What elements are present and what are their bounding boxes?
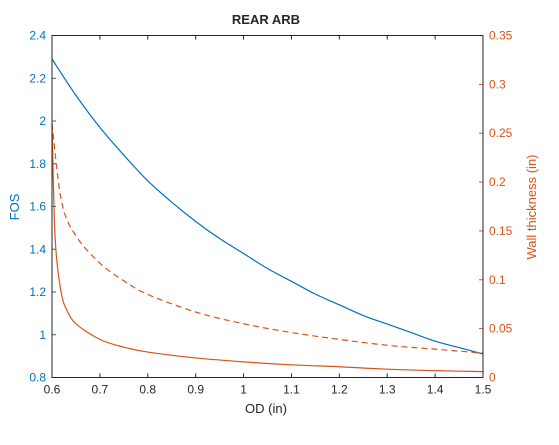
y-left-tick-label: 2: [39, 114, 46, 128]
y-right-tick-label: 0: [489, 371, 496, 385]
y-axis-left-label: FOS: [7, 193, 22, 220]
y-right-tick-label: 0.2: [489, 175, 506, 189]
y-left-tick-label: 1.4: [29, 242, 46, 256]
x-tick-label: 1.3: [379, 383, 396, 397]
y-left-tick-label: 0.8: [29, 371, 46, 385]
wall-thickness-solid-line: [51, 123, 484, 373]
y-right-tick-label: 0.05: [489, 322, 513, 336]
y-right-tick-label: 0.25: [489, 126, 513, 140]
y-right-tick-label: 0.1: [489, 273, 506, 287]
chart-title: REAR ARB: [232, 12, 300, 27]
x-tick-label: 0.6: [44, 383, 61, 397]
y-right-tick-label: 0.15: [489, 224, 513, 238]
x-tick-label: 1.2: [331, 383, 348, 397]
wall-thickness-dashed-line: [51, 123, 484, 354]
y-axis-right-label: Wall thickness (in): [524, 155, 539, 260]
y-left-tick-label: 1: [39, 328, 46, 342]
y-left-tick-label: 2.2: [29, 71, 46, 85]
y-right-tick-label: 0.35: [489, 29, 513, 43]
x-axis-label: OD (in): [245, 401, 287, 416]
fos-series-line: [51, 58, 484, 355]
x-tick-label: 0.8: [139, 383, 156, 397]
x-tick-label: 1: [240, 383, 247, 397]
y-left-tick-label: 1.8: [29, 157, 46, 171]
plot-box: [51, 35, 484, 378]
y-right-tick-label: 0.3: [489, 77, 506, 91]
y-left-tick-label: 1.2: [29, 285, 46, 299]
x-tick-label: 1.4: [427, 383, 444, 397]
y-left-tick-label: 2.4: [29, 29, 46, 43]
x-tick-label: 1.5: [475, 383, 492, 397]
x-tick-label: 1.1: [283, 383, 300, 397]
y-left-tick-label: 1.6: [29, 200, 46, 214]
x-tick-label: 0.9: [187, 383, 204, 397]
x-tick-label: 0.7: [92, 383, 109, 397]
